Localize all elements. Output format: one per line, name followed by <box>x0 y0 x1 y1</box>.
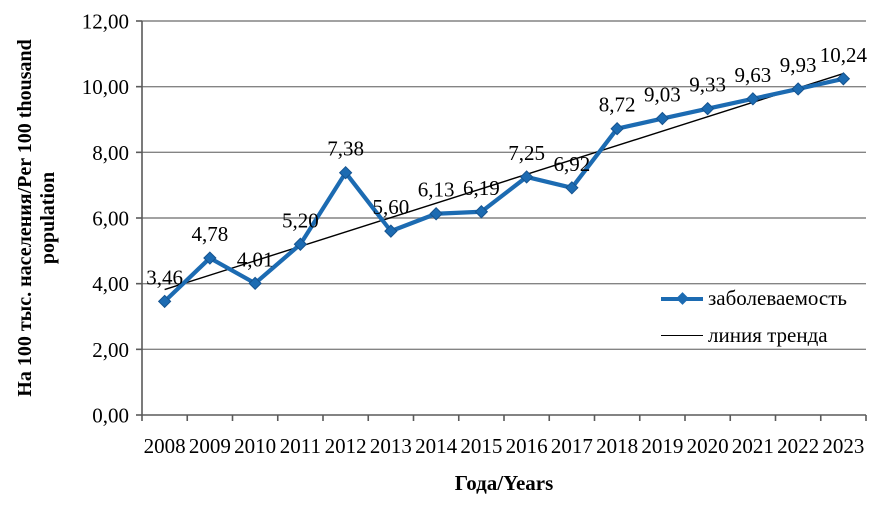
data-label: 7,25 <box>508 141 545 165</box>
y-axis-title-line2: population <box>37 171 59 265</box>
x-tick-label: 2014 <box>415 434 458 458</box>
data-point-marker <box>791 82 805 96</box>
y-axis-title: На 100 тыс. населения/Per 100 thousand p… <box>14 18 60 418</box>
data-point-marker <box>293 237 308 251</box>
data-label: 4,01 <box>237 247 274 271</box>
data-point-marker <box>474 205 489 219</box>
data-point-marker <box>384 224 398 238</box>
data-label: 10,24 <box>820 43 868 67</box>
y-tick-label: 0,00 <box>92 404 129 428</box>
trend-line <box>164 72 844 291</box>
data-label: 4,78 <box>192 222 229 246</box>
x-tick-label: 2017 <box>551 434 593 458</box>
y-tick-label: 6,00 <box>92 207 129 231</box>
data-label: 8,72 <box>599 93 636 117</box>
data-point-marker <box>203 251 217 265</box>
x-tick-label: 2015 <box>460 434 502 458</box>
x-tick-label: 2020 <box>687 434 729 458</box>
data-point-marker <box>700 101 715 116</box>
data-point-marker <box>338 165 353 180</box>
series-line-diamond-icon <box>660 292 704 306</box>
legend-label-incidence: заболеваемость <box>708 286 847 310</box>
x-tick-label: 2023 <box>822 434 864 458</box>
data-point-marker <box>610 121 624 136</box>
legend: заболеваемость линия тренда <box>660 282 847 352</box>
y-tick-label: 10,00 <box>82 75 129 99</box>
x-tick-label: 2008 <box>144 434 186 458</box>
data-point-marker <box>836 72 851 86</box>
y-tick-label: 8,00 <box>92 141 129 165</box>
data-label: 5,60 <box>373 195 410 219</box>
y-tick-label: 2,00 <box>92 338 129 362</box>
data-point-marker <box>655 111 670 126</box>
trend-line-icon <box>660 329 704 343</box>
data-label: 9,33 <box>689 73 726 97</box>
legend-label-trend: линия тренда <box>708 323 828 347</box>
data-label: 5,20 <box>282 208 319 232</box>
data-label: 3,46 <box>146 265 183 289</box>
x-tick-label: 2011 <box>280 434 321 458</box>
x-tick-label: 2019 <box>641 434 683 458</box>
data-label: 7,38 <box>327 137 364 161</box>
data-label: 6,13 <box>418 178 455 202</box>
x-axis-title: Года/Years <box>454 471 554 495</box>
x-tick-label: 2010 <box>234 434 276 458</box>
x-tick-label: 2009 <box>189 434 231 458</box>
data-point-marker <box>429 207 443 221</box>
series-line <box>162 76 846 304</box>
data-point-marker <box>157 294 172 309</box>
data-point-marker <box>746 92 760 106</box>
data-label: 9,63 <box>735 63 772 87</box>
x-tick-label: 2012 <box>325 434 367 458</box>
x-tick-label: 2021 <box>732 434 774 458</box>
data-label: 6,92 <box>554 152 591 176</box>
x-tick-label: 2013 <box>370 434 412 458</box>
x-tick-label: 2022 <box>777 434 819 458</box>
x-tick-label: 2016 <box>506 434 548 458</box>
y-axis-title-line1: На 100 тыс. населения/Per 100 thousand <box>14 39 36 397</box>
data-label: 9,03 <box>644 83 681 107</box>
data-label: 6,19 <box>463 176 500 200</box>
data-point-marker <box>565 181 579 195</box>
data-label: 9,93 <box>780 53 817 77</box>
data-point-marker <box>248 276 262 291</box>
legend-item-incidence: заболеваемость <box>660 282 847 315</box>
y-tick-label: 12,00 <box>82 10 129 34</box>
x-tick-label: 2018 <box>596 434 638 458</box>
legend-item-trend: линия тренда <box>660 319 847 352</box>
y-tick-label: 4,00 <box>92 272 129 296</box>
data-point-marker <box>519 170 534 184</box>
